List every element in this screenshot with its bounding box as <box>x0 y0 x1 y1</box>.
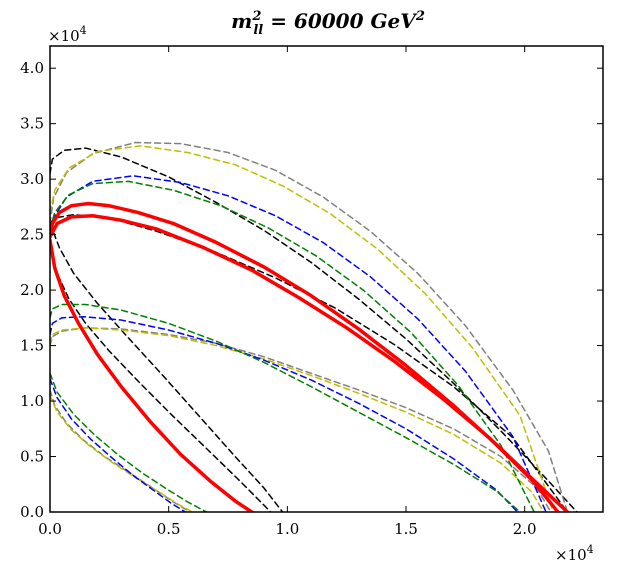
series-red-inner <box>50 214 560 512</box>
series-gray-lower <box>50 327 552 512</box>
y-tick-label: 1.5 <box>20 337 44 355</box>
x-tick-label: 0.0 <box>38 520 62 538</box>
series-black-inner <box>50 213 569 512</box>
series-layer <box>50 141 578 512</box>
x-tick-label: 1.5 <box>394 520 418 538</box>
y-axis: 0.0 0.5 1.0 1.5 2.0 2.5 3.0 3.5 4.0 <box>20 59 603 521</box>
x-axis-exponent: ×104 <box>555 543 594 564</box>
y-tick-label: 3.0 <box>20 170 44 188</box>
x-axis: 0.0 0.5 1.0 1.5 2.0 <box>38 46 537 538</box>
plot-frame <box>49 45 604 513</box>
series-gray-low <box>50 389 191 512</box>
title-base: m <box>231 9 252 33</box>
y-tick-label: 2.0 <box>20 281 44 299</box>
y-tick-label: 2.5 <box>20 226 44 244</box>
y-tick-label: 3.5 <box>20 115 44 133</box>
x-tick-label: 1.0 <box>275 520 299 538</box>
y-tick-label: 1.0 <box>20 392 44 410</box>
series-black-outer <box>50 147 578 512</box>
series-blue-low <box>50 378 187 512</box>
series-yellow-lower <box>50 327 545 512</box>
title-rest: = 60000 GeV <box>263 9 418 33</box>
series-green-low <box>50 372 208 512</box>
series-black-low-2 <box>50 222 284 512</box>
series-yellow-low <box>50 394 194 512</box>
series-green-lower <box>50 303 521 512</box>
series-red-low <box>50 238 254 512</box>
title-subscript: ll <box>253 23 263 38</box>
y-tick-label: 0.0 <box>20 503 44 521</box>
series-blue-lower <box>50 315 519 512</box>
series-green-outer <box>50 180 535 512</box>
series-gray-outer <box>50 141 569 512</box>
title-superscript: 2 <box>251 9 261 24</box>
y-tick-label: 4.0 <box>20 59 44 77</box>
chart-title: m2 ll = 60000 GeV2 <box>231 9 425 38</box>
y-tick-label: 0.5 <box>20 448 44 466</box>
series-yellow-outer <box>50 145 554 512</box>
title-rest-superscript: 2 <box>415 9 425 24</box>
x-tick-label: 0.5 <box>157 520 181 538</box>
series-blue-outer <box>50 175 547 512</box>
y-axis-exponent: ×104 <box>48 24 87 45</box>
series-black-low-1 <box>50 244 272 512</box>
x-tick-label: 2.0 <box>513 520 537 538</box>
